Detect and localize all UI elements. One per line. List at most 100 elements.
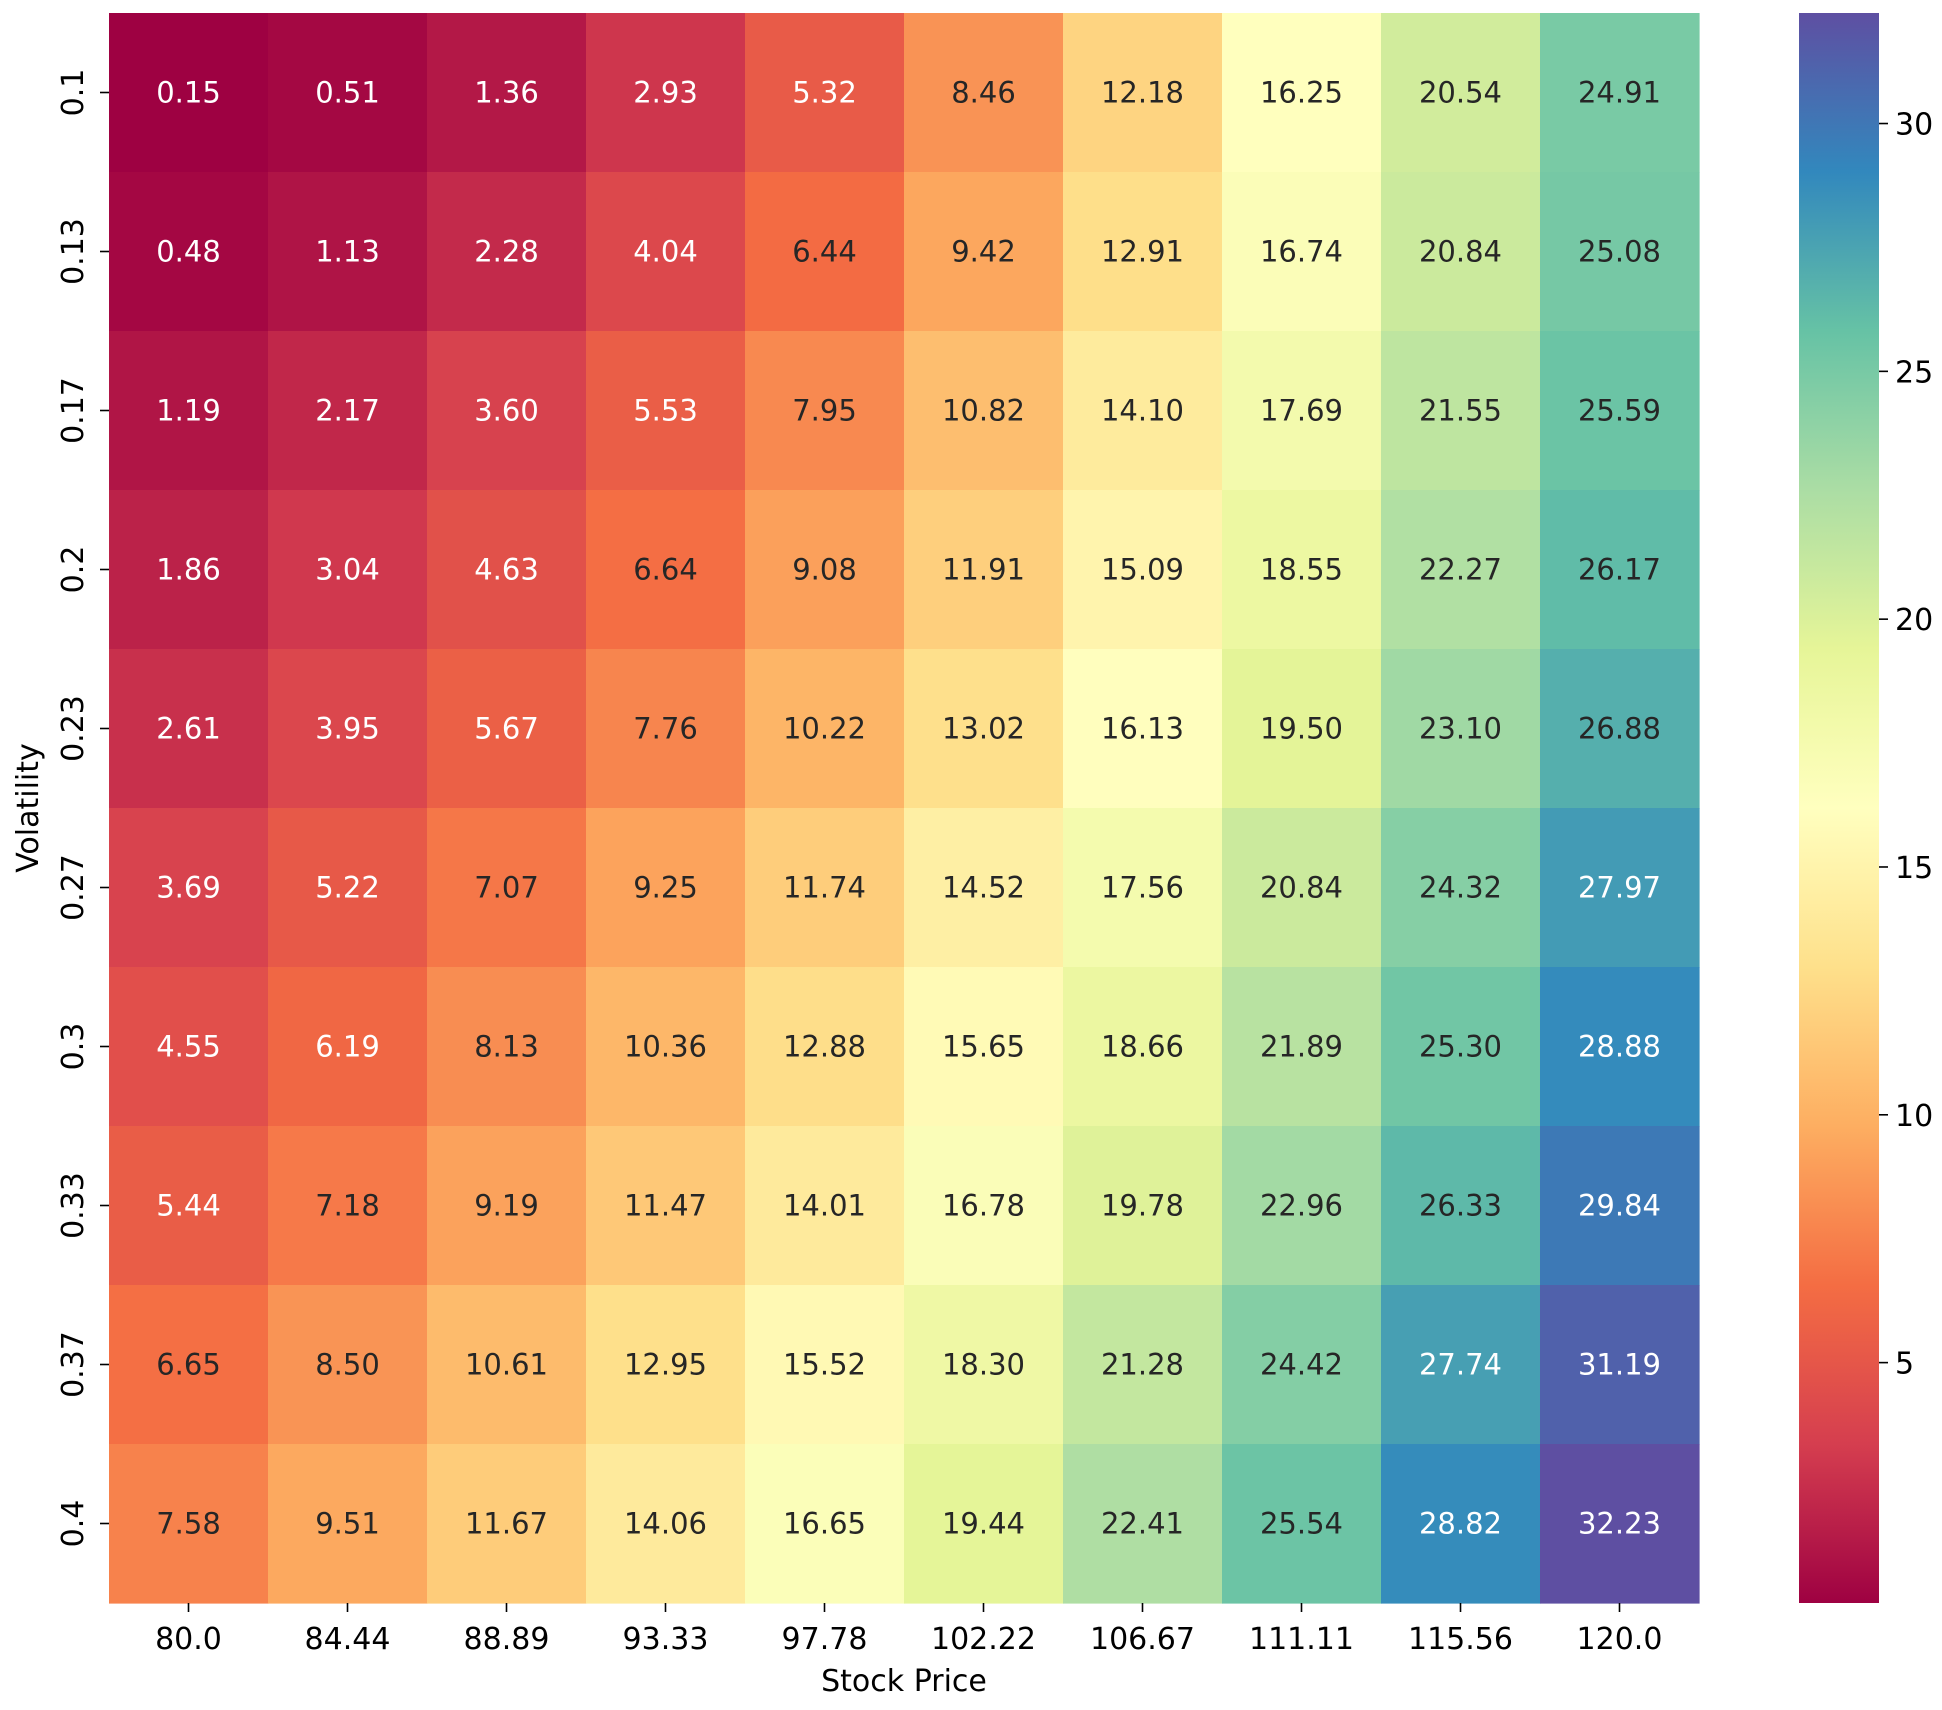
cell-value-label: 28.88 [1578,1030,1661,1064]
cell-value-label: 10.61 [465,1348,548,1382]
heatmap-cell [109,1126,269,1286]
cell-value-label: 21.28 [1101,1348,1184,1382]
heatmap-cell [1222,1444,1382,1604]
cell-value-label: 15.09 [1101,553,1184,587]
cell-value-label: 21.89 [1260,1030,1343,1064]
cell-value-label: 14.01 [783,1189,866,1223]
cell-value-label: 10.22 [783,712,866,746]
cell-value-label: 8.46 [951,76,1016,110]
y-tick-label: 0.23 [56,695,91,762]
cell-value-label: 22.27 [1419,553,1502,587]
x-tick-label: 80.0 [155,1622,222,1657]
heatmap-cell [586,1126,746,1286]
cell-value-label: 7.18 [315,1189,380,1223]
cell-value-label: 24.32 [1419,871,1502,905]
y-tick-label: 0.2 [56,546,91,594]
heatmap-cell [1222,172,1382,332]
heatmap-cell [1222,967,1382,1127]
colorbar-tick-label: 30 [1895,108,1933,143]
y-axis-title: Volatility [11,743,46,873]
heatmap-cell [427,1285,587,1445]
cell-value-label: 0.48 [156,235,221,269]
heatmap-cell [586,13,746,173]
cell-value-label: 1.36 [474,76,539,110]
heatmap-cell [745,331,905,491]
cell-value-label: 5.67 [474,712,539,746]
cell-value-label: 24.42 [1260,1348,1343,1382]
cell-value-label: 16.65 [783,1507,866,1541]
heatmap-cell [586,808,746,968]
heatmap-cell [427,967,587,1127]
heatmap-cell [109,13,269,173]
cell-value-label: 18.55 [1260,553,1343,587]
colorbar [1799,13,1879,1603]
heatmap-cell [1222,1285,1382,1445]
cell-value-label: 31.19 [1578,1348,1661,1382]
x-tick-label: 111.11 [1249,1622,1354,1657]
cell-value-label: 27.97 [1578,871,1661,905]
heatmap-cell [268,1444,428,1604]
heatmap-cell [904,331,1064,491]
heatmap-cell [109,649,269,809]
cell-value-label: 20.84 [1260,871,1343,905]
cell-value-label: 3.60 [474,394,539,428]
cell-value-label: 28.82 [1419,1507,1502,1541]
heatmap-cell [1381,1126,1541,1286]
cell-value-label: 22.96 [1260,1189,1343,1223]
y-tick-label: 0.3 [56,1023,91,1071]
cell-value-label: 20.54 [1419,76,1502,110]
y-axis-ticks: 0.1 0.13 0.17 0.2 0.23 0.27 0.3 0.33 0.37 0.4 [56,69,109,1547]
cell-value-label: 9.19 [474,1189,539,1223]
heatmap-cell [109,1444,269,1604]
cell-value-label: 4.55 [156,1030,221,1064]
y-tick-label: 0.17 [56,377,91,444]
heatmap-cell [1063,331,1223,491]
cell-value-label: 32.23 [1578,1507,1661,1541]
heatmap-cell [1063,1285,1223,1445]
cell-value-label: 21.55 [1419,394,1502,428]
cell-value-label: 12.91 [1101,235,1184,269]
cell-value-label: 0.15 [156,76,221,110]
heatmap-cell [1063,490,1223,650]
heatmap-cell [1540,1444,1700,1604]
cell-value-label: 4.63 [474,553,539,587]
heatmap-cell [1381,649,1541,809]
heatmap-cell [427,649,587,809]
cell-value-label: 18.66 [1101,1030,1184,1064]
heatmap-cell [427,331,587,491]
heatmap-cell [745,1285,905,1445]
cell-value-label: 6.44 [792,235,857,269]
heatmap-cell [745,649,905,809]
cell-value-label: 3.95 [315,712,380,746]
cell-value-label: 25.54 [1260,1507,1343,1541]
heatmap-cell [1381,172,1541,332]
cell-value-label: 2.61 [156,712,221,746]
heatmap-cell [1222,13,1382,173]
colorbar-tick-label: 10 [1895,1099,1933,1134]
heatmap-cell [1540,808,1700,968]
heatmap-cell [586,331,746,491]
heatmap-cell [586,490,746,650]
heatmap-cell [904,1444,1064,1604]
cell-value-label: 14.10 [1101,394,1184,428]
cell-value-label: 7.76 [633,712,698,746]
cell-value-label: 16.74 [1260,235,1343,269]
cell-value-label: 9.51 [315,1507,380,1541]
cell-value-label: 26.88 [1578,712,1661,746]
heatmap-cell [268,13,428,173]
heatmap-cell [427,13,587,173]
colorbar-tick-label: 5 [1895,1347,1914,1382]
heatmap-cell [1222,808,1382,968]
cell-value-label: 11.47 [624,1189,707,1223]
x-tick-label: 115.56 [1408,1622,1513,1657]
cell-value-label: 3.69 [156,871,221,905]
cell-value-label: 17.56 [1101,871,1184,905]
y-tick-label: 0.27 [56,854,91,921]
cell-value-label: 7.07 [474,871,539,905]
heatmap-cell [109,967,269,1127]
heatmap-cell [109,1285,269,1445]
heatmap-cell [586,172,746,332]
heatmap-cell [1540,490,1700,650]
heatmap-cell [1063,1444,1223,1604]
heatmap-cell [427,172,587,332]
